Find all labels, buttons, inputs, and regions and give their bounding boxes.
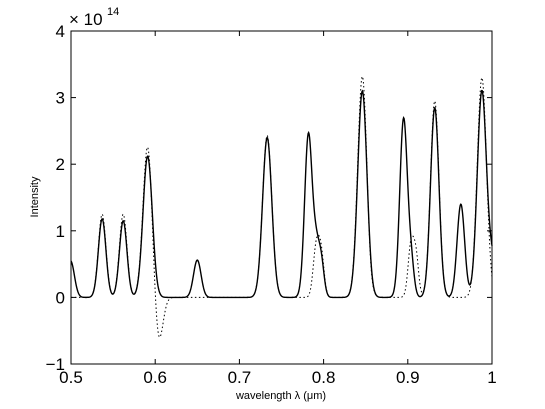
y-multiplier-exponent: 14	[107, 6, 119, 18]
x-tick-label: 0.6	[143, 368, 167, 387]
y-tick-label: −1	[46, 355, 65, 374]
y-axis-label: Intensity	[29, 176, 41, 217]
y-axis-ticks: −1 0 1 2 3 4	[46, 22, 492, 374]
y-tick-label: 2	[56, 155, 65, 174]
x-tick-label: 0.8	[312, 368, 336, 387]
solid-series-line	[70, 89, 493, 299]
y-tick-label: 4	[56, 22, 65, 41]
x-tick-label: 0.5	[59, 368, 83, 387]
series-layer	[70, 75, 493, 338]
y-multiplier-label: × 10	[69, 10, 103, 29]
x-axis-ticks: 0.5 0.6 0.7 0.8 0.9 1	[59, 31, 497, 387]
x-tick-label: 0.9	[396, 368, 420, 387]
y-tick-label: 1	[56, 222, 65, 241]
plot-area	[70, 30, 493, 365]
x-tick-label: 0.7	[228, 368, 252, 387]
y-tick-label: 3	[56, 89, 65, 108]
x-tick-label: 1	[487, 368, 496, 387]
x-axis-label: wavelength λ (μm)	[235, 390, 326, 402]
y-tick-label: 0	[56, 288, 65, 307]
